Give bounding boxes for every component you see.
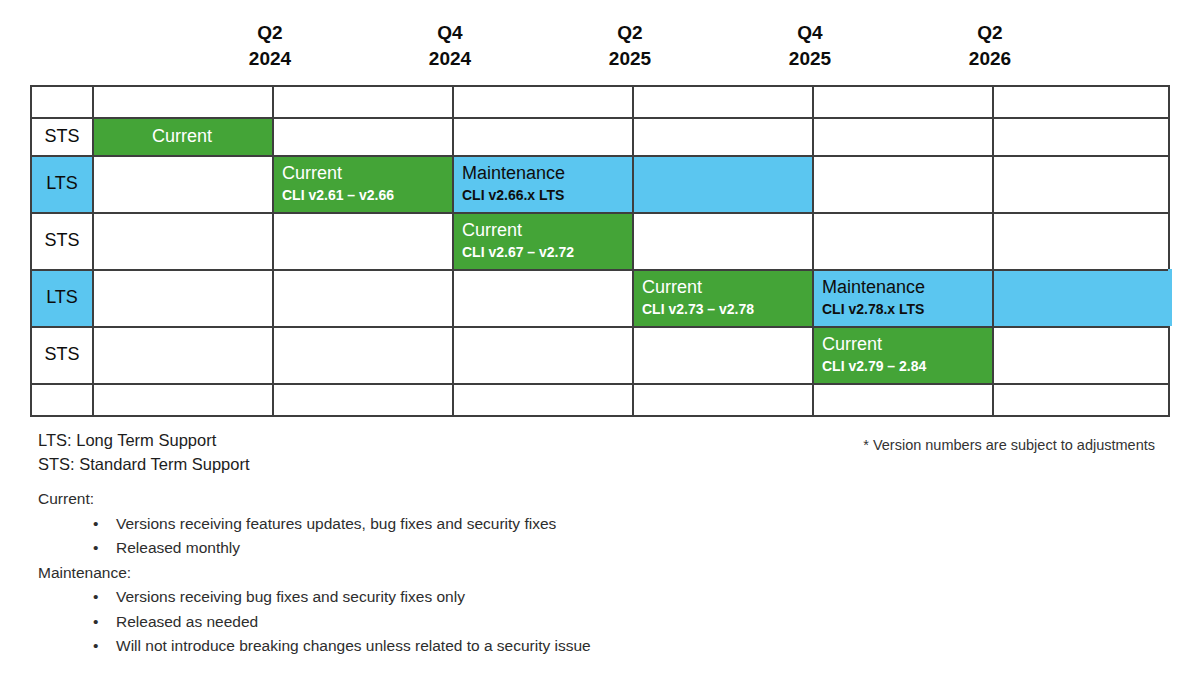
maintenance-heading: Maintenance:: [38, 561, 798, 586]
block-current-lts2: Current CLI v2.73 – v2.78: [632, 269, 812, 326]
legend-lts: LTS: Long Term Support: [38, 431, 216, 450]
year-label: 2024: [380, 46, 520, 72]
grid-line-vertical: [632, 87, 634, 415]
grid-line-vertical: [92, 87, 94, 415]
block-current-sts1: Current: [92, 117, 272, 155]
row-label-lts-1: LTS: [32, 155, 92, 212]
grid-line-vertical: [992, 87, 994, 415]
quarter-label: Q4: [740, 20, 880, 46]
block-current-sts2: Current CLI v2.67 – v2.72: [452, 212, 632, 269]
block-current-lts1: Current CLI v2.61 – v2.66: [272, 155, 452, 212]
quarter-header: Q2 2025: [560, 20, 700, 72]
year-label: 2025: [740, 46, 880, 72]
block-subtitle: CLI v2.61 – v2.66: [282, 186, 442, 204]
year-label: 2024: [200, 46, 340, 72]
quarter-header: Q2 2026: [920, 20, 1060, 72]
quarter-header: Q4 2025: [740, 20, 880, 72]
quarter-label: Q2: [560, 20, 700, 46]
year-label: 2025: [560, 46, 700, 72]
grid-line-horizontal: [32, 212, 1168, 214]
bullet-item: Will not introduce breaking changes unle…: [38, 634, 798, 659]
grid-line-vertical: [812, 87, 814, 415]
block-title: Current: [822, 333, 982, 356]
block-title: Current: [282, 162, 442, 185]
grid-line-vertical: [272, 87, 274, 415]
bullet-item: Released monthly: [38, 536, 798, 561]
quarter-label: Q2: [920, 20, 1060, 46]
block-current-sts3: Current CLI v2.79 – 2.84: [812, 326, 992, 383]
grid-line-horizontal: [32, 155, 1168, 157]
row-label-sts-3: STS: [32, 326, 92, 383]
grid-line-vertical: [452, 87, 454, 415]
grid-line-horizontal: [32, 326, 1168, 328]
bullet-item: Released as needed: [38, 610, 798, 635]
quarter-header: Q2 2024: [200, 20, 340, 72]
roadmap-chart: Q2 2024 Q4 2024 Q2 2025 Q4 2025 Q2 2026 …: [0, 0, 1200, 675]
legend-sts: STS: Standard Term Support: [38, 455, 250, 474]
quarter-header: Q4 2024: [380, 20, 520, 72]
current-heading: Current:: [38, 487, 798, 512]
quarter-label: Q2: [200, 20, 340, 46]
grid-line-horizontal: [32, 117, 1168, 119]
grid-line-horizontal: [32, 269, 1168, 271]
current-bullet-list: Versions receiving features updates, bug…: [38, 512, 798, 561]
row-label-sts-1: STS: [32, 117, 92, 155]
block-title: Current: [152, 125, 212, 148]
block-title: Current: [462, 219, 622, 242]
bullet-item: Versions receiving features updates, bug…: [38, 512, 798, 537]
row-label-lts-2: LTS: [32, 269, 92, 326]
block-subtitle: CLI v2.67 – v2.72: [462, 243, 622, 261]
roadmap-grid: STS LTS STS LTS STS Current Current CLI …: [30, 85, 1170, 417]
block-title: Current: [642, 276, 802, 299]
block-subtitle: CLI v2.79 – 2.84: [822, 357, 982, 375]
bullet-item: Versions receiving bug fixes and securit…: [38, 585, 798, 610]
year-label: 2026: [920, 46, 1060, 72]
version-note: * Version numbers are subject to adjustm…: [863, 437, 1155, 453]
grid-line-horizontal: [32, 383, 1168, 385]
maintenance-bullet-list: Versions receiving bug fixes and securit…: [38, 585, 798, 659]
block-subtitle: CLI v2.73 – v2.78: [642, 300, 802, 318]
quarter-label: Q4: [380, 20, 520, 46]
definitions: Current: Versions receiving features upd…: [38, 487, 798, 659]
row-label-sts-2: STS: [32, 212, 92, 269]
